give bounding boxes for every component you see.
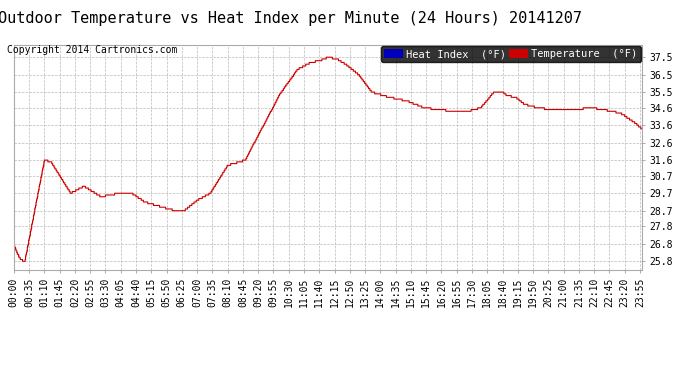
Text: Outdoor Temperature vs Heat Index per Minute (24 Hours) 20141207: Outdoor Temperature vs Heat Index per Mi…	[0, 11, 582, 26]
Legend: Heat Index  (°F), Temperature  (°F): Heat Index (°F), Temperature (°F)	[382, 46, 640, 62]
Text: Copyright 2014 Cartronics.com: Copyright 2014 Cartronics.com	[7, 45, 177, 55]
